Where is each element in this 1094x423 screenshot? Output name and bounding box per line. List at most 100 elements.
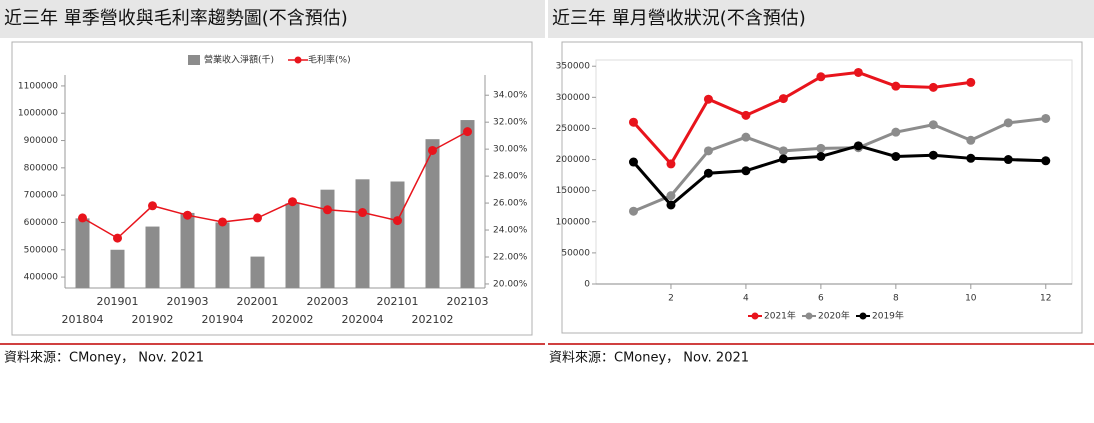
y-tick-label: 1100000 <box>18 81 58 91</box>
point <box>703 94 713 104</box>
x-tick-label: 202002 <box>272 313 314 326</box>
y-tick-label: 400000 <box>24 273 59 283</box>
point <box>778 146 788 156</box>
y-tick-label: 50000 <box>561 248 590 258</box>
point <box>778 154 788 164</box>
point <box>703 146 713 156</box>
y2-tick-label: 26.00% <box>493 199 528 209</box>
y-tick-label: 500000 <box>24 245 59 255</box>
point <box>463 127 472 137</box>
x-tick-label: 202001 <box>237 295 279 308</box>
x-tick-label: 201902 <box>132 313 174 326</box>
chart-frame <box>11 41 533 336</box>
line <box>632 144 1046 208</box>
bar <box>215 222 230 288</box>
point <box>853 67 863 77</box>
y-tick-label: 700000 <box>24 191 59 201</box>
point <box>1041 113 1051 123</box>
point <box>966 77 976 87</box>
bar <box>145 226 160 288</box>
x-tick-label: 201901 <box>97 295 139 308</box>
point <box>928 120 938 130</box>
y-tick-label: 800000 <box>24 163 59 173</box>
y-tick-label: 250000 <box>556 124 591 134</box>
point <box>428 145 437 155</box>
chart-frame <box>561 41 1083 334</box>
source: 資料來源：CMoney， Nov. 2021 <box>549 351 749 366</box>
legend-label: 營業收入淨額(千) <box>204 54 274 66</box>
bar <box>355 179 370 288</box>
point <box>628 117 638 127</box>
point <box>891 127 901 137</box>
point <box>966 153 976 163</box>
point <box>113 233 122 243</box>
x-tick-label: 202102 <box>412 313 454 326</box>
point <box>928 82 938 92</box>
x-tick-label: 201904 <box>202 313 244 326</box>
x-tick-label: 202103 <box>447 295 489 308</box>
chart-title: 近三年 單月營收狀況(不含預估) <box>552 8 806 29</box>
point <box>703 168 713 178</box>
point <box>816 72 826 82</box>
line <box>632 116 1046 213</box>
y-tick-label: 200000 <box>556 155 591 165</box>
point <box>966 135 976 145</box>
header-band <box>0 0 545 38</box>
point <box>891 81 901 91</box>
point <box>393 216 402 226</box>
legend-label: 2020年 <box>818 310 850 322</box>
bar <box>250 256 265 288</box>
point <box>148 201 157 211</box>
point <box>741 110 751 120</box>
bar <box>425 139 440 288</box>
x-tick-label: 202003 <box>307 295 349 308</box>
legend-swatch <box>859 312 867 320</box>
x-tick-label: 8 <box>893 294 899 304</box>
header-band <box>548 0 1094 38</box>
y-tick-label: 150000 <box>556 186 591 196</box>
y2-tick-label: 24.00% <box>493 226 528 236</box>
y-tick-label: 600000 <box>24 218 59 228</box>
line <box>82 130 468 240</box>
point <box>741 132 751 142</box>
x-tick-label: 10 <box>965 294 977 304</box>
legend-label: 2019年 <box>872 310 904 322</box>
chart-title: 近三年 單季營收與毛利率趨勢圖(不含預估) <box>4 8 348 29</box>
point <box>928 150 938 160</box>
point <box>358 208 367 218</box>
legend-swatch <box>188 55 200 65</box>
x-tick-label: 202004 <box>342 313 384 326</box>
y2-tick-label: 20.00% <box>493 279 528 289</box>
legend-swatch <box>751 312 759 320</box>
point <box>628 157 638 167</box>
point <box>288 197 297 207</box>
bar <box>320 189 335 288</box>
bar <box>460 120 475 288</box>
y-tick-label: 900000 <box>24 136 59 146</box>
y2-tick-label: 32.00% <box>493 118 528 128</box>
point <box>1041 156 1051 166</box>
point <box>816 151 826 161</box>
y-tick-label: 300000 <box>556 93 591 103</box>
y2-tick-label: 22.00% <box>493 252 528 262</box>
legend-swatch <box>805 312 813 320</box>
x-tick-label: 202101 <box>377 295 419 308</box>
x-tick-label: 4 <box>743 294 749 304</box>
point <box>666 191 676 201</box>
point <box>253 213 262 223</box>
point <box>1003 118 1013 128</box>
x-tick-label: 6 <box>818 294 824 304</box>
bar <box>390 181 405 288</box>
point <box>778 94 788 104</box>
bar <box>75 218 90 288</box>
x-tick-label: 12 <box>1040 294 1051 304</box>
bar <box>180 212 195 288</box>
bar <box>285 203 300 288</box>
x-tick-label: 201903 <box>167 295 209 308</box>
bar <box>110 249 125 288</box>
y-tick-label: 350000 <box>556 62 591 72</box>
source: 資料來源：CMoney， Nov. 2021 <box>4 351 204 366</box>
point <box>1003 155 1013 165</box>
point <box>891 151 901 161</box>
